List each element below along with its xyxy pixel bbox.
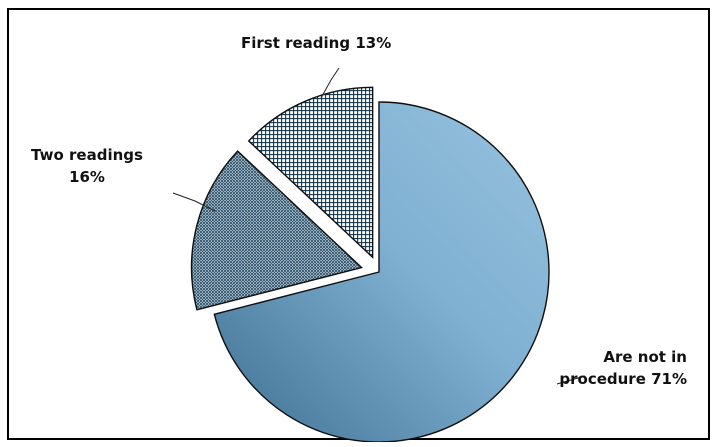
labels-layer: Are not in procedure 71% Two readings 16% Fi… xyxy=(31,34,687,388)
leader-line-2 xyxy=(320,67,340,99)
leader-line-0 xyxy=(556,375,586,385)
slice-two-readings xyxy=(190,150,363,311)
slice-not-in-procedure xyxy=(213,101,550,442)
slice-first-reading xyxy=(247,86,374,259)
label-two-readings-line-1: 16% xyxy=(69,168,105,186)
slices-layer xyxy=(190,86,550,442)
label-first-reading-line-0: First reading 13% xyxy=(241,34,391,52)
label-not-in-procedure: Are not in procedure 71% xyxy=(559,348,687,388)
label-two-readings: Two readings 16% xyxy=(31,146,143,186)
chart-frame: Are not in procedure 71% Two readings 16% Fi… xyxy=(7,8,710,442)
label-not-in-procedure-line-0: Are not in xyxy=(603,348,687,366)
label-two-readings-line-0: Two readings xyxy=(31,146,143,164)
pie-chart: Are not in procedure 71% Two readings 16% Fi… xyxy=(31,34,687,442)
label-first-reading: First reading 13% xyxy=(241,34,391,52)
leader-line-1 xyxy=(172,192,216,212)
leader-lines xyxy=(172,67,586,385)
label-not-in-procedure-line-1: procedure 71% xyxy=(559,370,687,388)
